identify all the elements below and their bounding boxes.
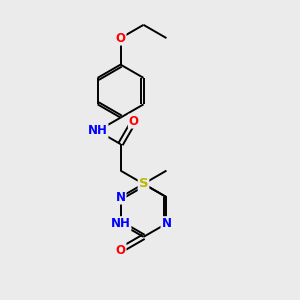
Text: N: N	[116, 190, 126, 204]
Text: O: O	[116, 32, 126, 45]
Text: NH: NH	[111, 217, 130, 230]
Text: O: O	[116, 244, 126, 256]
Text: N: N	[161, 217, 172, 230]
Text: NH: NH	[88, 124, 107, 137]
Text: S: S	[139, 177, 148, 190]
Text: O: O	[129, 115, 139, 128]
